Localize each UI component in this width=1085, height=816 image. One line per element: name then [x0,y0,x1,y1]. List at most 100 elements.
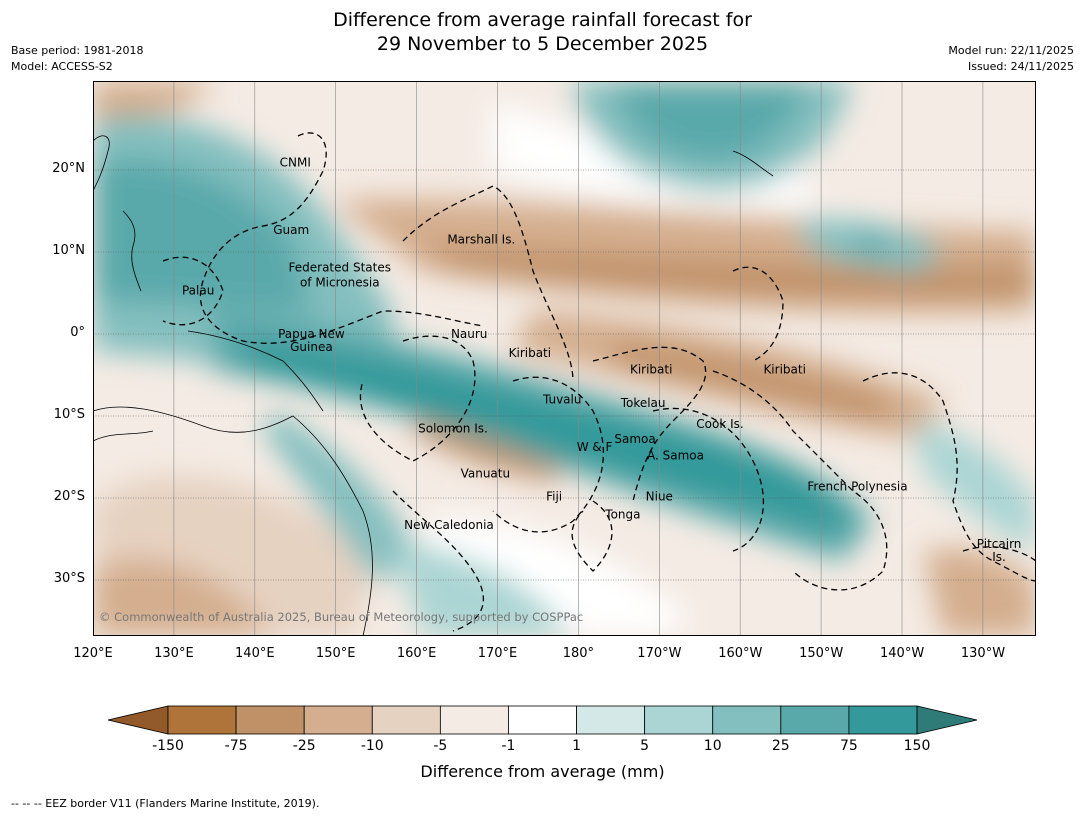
place-label: Fiji [546,489,562,503]
eez-pitcairn [962,546,1036,562]
colorbar-segment [508,705,577,735]
issued-date: Issued: 24/11/2025 [967,60,1074,73]
eez-french-polynesia-east [862,372,1036,582]
colorbar-tick-label: -75 [224,738,248,754]
map-title: Difference from average rainfall forecas… [0,8,1085,56]
title-line-1: Difference from average rainfall forecas… [333,9,752,31]
place-label: New Caledonia [404,518,494,532]
base-period: Base period: 1981-2018 [11,44,144,57]
colorbar-high-extend [916,705,978,735]
place-label: Solomon Is. [418,421,488,435]
eez-palau [162,256,224,326]
place-label: Tuvalu [542,393,582,407]
coast-australia [93,406,373,636]
place-label: Guinea [290,340,333,354]
title-line-2: 29 November to 5 December 2025 [376,33,709,55]
longitude-label: 120°E [73,646,113,661]
place-label: Papua New [278,327,345,341]
place-label: Federated States [289,261,391,275]
latitude-label: 20°S [53,489,85,504]
place-label: A. Samoa [647,448,704,462]
latitude-label: 0° [70,325,85,340]
colorbar-tick-label: 1 [572,738,581,754]
place-label: Tokelau [620,396,666,410]
place-label: Kiribati [630,362,672,376]
meta-right: Model run: 22/11/2025 Issued: 24/11/2025 [948,43,1074,75]
place-label: Kiribati [509,346,551,360]
colorbar-tick-label: 25 [771,738,790,754]
latitude-label: 10°N [52,243,85,258]
longitude-label: 160°W [718,646,763,661]
colorbar-tick-label: -10 [360,738,384,754]
meta-left: Base period: 1981-2018 Model: ACCESS-S2 [11,43,143,75]
eez-marshall [402,185,574,382]
colorbar-tick-label: -5 [433,738,448,754]
eez-vanuatu-fiji [492,376,605,533]
colorbar-segment [644,705,714,735]
place-label: French Polynesia [807,480,907,494]
longitude-label: 130°W [960,646,1006,661]
eez-png-solomon [359,335,476,462]
longitude-label: 180° [562,646,595,661]
model-run: Model run: 22/11/2025 [948,44,1074,57]
place-label: Tonga [604,507,640,521]
place-label: W & F [577,440,613,454]
anomaly-shading [93,81,1036,636]
eez-micronesia [199,132,484,344]
place-label: Is. [992,550,1006,564]
colorbar-tick-label: 5 [640,738,650,754]
colorbar-segment [576,705,646,735]
place-label: Guam [273,223,309,237]
place-label: Palau [182,284,214,298]
eez-samoa-niue [652,407,765,552]
latitude-label: 30°S [53,571,85,586]
coastlines [93,135,774,636]
colorbar-tick-label: 75 [839,738,858,754]
longitude-label: 140°W [880,646,925,661]
longitude-label: 150°E [315,646,356,661]
latitude-label: 10°S [53,407,85,422]
colorbar-tick-label: -25 [292,738,316,754]
longitude-label: 170°W [637,646,682,661]
longitude-label: 170°E [477,646,518,661]
coast-indonesia [93,430,154,442]
longitude-label: 150°W [799,646,844,661]
graticule [93,81,1036,636]
latitude-label: 20°N [52,161,85,176]
map-frame [93,81,1036,636]
place-label: Pitcairn [977,537,1022,551]
longitude-label: 140°E [235,646,275,661]
map-fields [93,81,1036,636]
colorbar-segment [712,705,782,735]
eez-new-caledonia [392,490,484,632]
coast-hawaii [732,150,774,177]
coast-new-guinea [187,330,324,412]
coast-philippines [122,210,142,292]
colorbar-segment [371,705,441,735]
colorbar-tick-label: -1 [501,738,516,754]
place-label: Nauru [451,327,487,341]
eez-borders [162,132,1036,632]
longitude-label: 160°E [396,646,437,661]
eez-legend-footer: -- -- -- EEZ border V11 (Flanders Marine… [11,797,320,810]
place-label: Marshall Is. [447,233,515,247]
place-label: Cook Is. [696,417,743,431]
colorbar-segment [848,705,918,735]
coast-asia [93,135,110,192]
colorbar-segment [303,705,373,735]
colorbar-segment [439,705,509,735]
longitude-label: 130°E [154,646,194,661]
colorbar-tick-label: 150 [903,738,931,754]
colorbar-title: Difference from average (mm) [420,762,665,781]
place-label: Kiribati [763,362,805,376]
colorbar-low-extend [107,705,169,735]
model-name: Model: ACCESS-S2 [11,60,113,73]
colorbar-tick-label: -150 [152,738,184,754]
place-label: Niue [646,489,673,503]
place-label: Vanuatu [461,466,511,480]
eez-tuvalu-tokelau [592,346,707,502]
colorbar-segment [780,705,850,735]
colorbar-segment [167,705,237,735]
